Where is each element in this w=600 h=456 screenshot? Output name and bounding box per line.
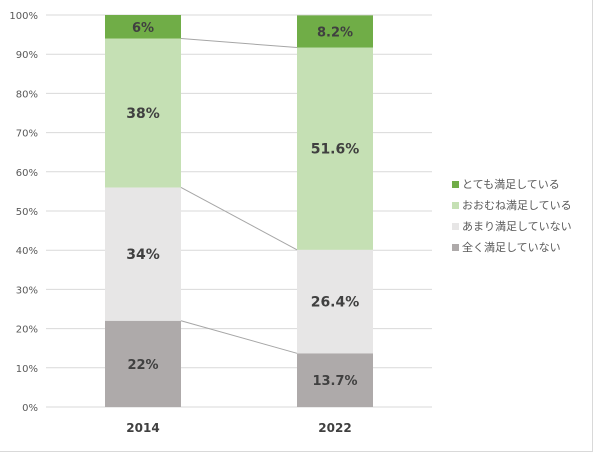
series-line	[180, 38, 298, 49]
y-tick-label: 60%	[16, 168, 38, 179]
bar-segment	[297, 249, 373, 354]
chart-frame	[0, 0, 593, 452]
data-label: 22%	[127, 358, 158, 373]
y-tick-label: 20%	[16, 325, 38, 336]
legend-swatch	[452, 181, 459, 188]
y-tick-label: 10%	[16, 364, 38, 375]
series-line	[180, 320, 298, 354]
x-tick-label: 2022	[318, 421, 351, 435]
bar-segment	[297, 353, 373, 407]
y-tick-label: 100%	[9, 11, 38, 22]
data-label: 26.4%	[311, 295, 360, 311]
data-label: 38%	[126, 106, 160, 122]
bar-segment	[297, 15, 373, 48]
y-tick-label: 40%	[16, 246, 38, 257]
legend-swatch	[452, 223, 459, 230]
y-tick-label: 70%	[16, 129, 38, 140]
bar-segment	[105, 15, 181, 39]
data-label: 51.6%	[311, 142, 360, 158]
data-label: 8.2%	[317, 25, 353, 40]
y-tick-label: 50%	[16, 207, 38, 218]
legend-swatch	[452, 244, 459, 251]
y-tick-label: 0%	[22, 403, 38, 414]
legend-label: おおむね満足している	[462, 199, 572, 212]
y-tick-label: 30%	[16, 285, 38, 296]
y-tick-label: 80%	[16, 89, 38, 100]
x-tick-label: 2014	[126, 421, 159, 435]
data-label: 6%	[132, 21, 154, 36]
bar-segment	[105, 38, 181, 188]
data-label: 34%	[126, 247, 160, 263]
legend-swatch	[452, 202, 459, 209]
legend-label: あまり満足していない	[462, 220, 572, 233]
legend-label: とても満足している	[462, 178, 560, 191]
bar-segment	[105, 187, 181, 321]
data-label: 13.7%	[312, 374, 357, 389]
series-line	[180, 187, 298, 251]
y-tick-label: 90%	[16, 50, 38, 61]
bar-segment	[105, 320, 181, 407]
bar-segment	[297, 47, 373, 250]
legend-label: 全く満足していない	[462, 240, 561, 254]
